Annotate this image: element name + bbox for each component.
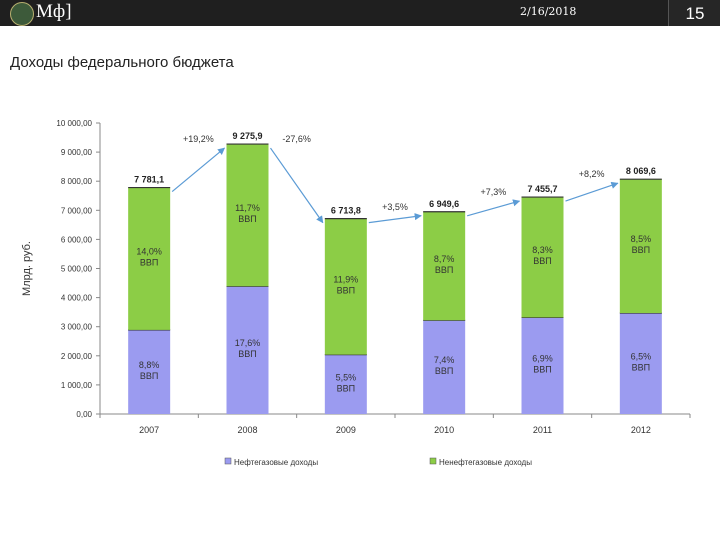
y-tick-label: 8 000,00 — [61, 177, 93, 186]
segment-label: 11,7% — [235, 203, 260, 213]
bar-segment — [521, 197, 564, 318]
y-tick-label: 10 000,00 — [56, 119, 92, 128]
segment-label: ВВП — [533, 256, 551, 266]
total-label: 6 713,8 — [331, 206, 361, 216]
segment-label: 8,8% — [139, 360, 160, 370]
y-tick-label: 6 000,00 — [61, 235, 93, 244]
bar-segment — [324, 218, 367, 355]
change-arrow — [171, 147, 226, 193]
y-tick-label: 0,00 — [76, 410, 92, 419]
x-tick-label: 2009 — [336, 425, 356, 435]
segment-label: 8,5% — [631, 234, 652, 244]
total-label: 9 275,9 — [232, 131, 262, 141]
total-label: 8 069,6 — [626, 166, 656, 176]
page-number: 15 — [685, 4, 705, 23]
segment-label: 17,6% — [235, 338, 261, 348]
total-label: 7 455,7 — [527, 184, 557, 194]
change-arrow — [467, 199, 521, 217]
slide-date: 2/16/2018 — [520, 5, 577, 18]
legend-label: Нефтегазовые доходы — [234, 458, 318, 467]
bar-segment — [128, 187, 171, 330]
segment-label: ВВП — [337, 383, 355, 393]
bar-segment — [619, 313, 662, 414]
change-label: -27,6% — [282, 134, 311, 144]
legend-swatch — [224, 457, 232, 465]
segment-label: 8,7% — [434, 254, 455, 264]
y-tick-label: 3 000,00 — [61, 323, 93, 332]
top-bar: Мф] 2/16/2018 15 — [0, 0, 720, 26]
segment-label: ВВП — [140, 258, 158, 268]
logo-text: Мф] — [36, 1, 72, 22]
bar-segment — [128, 329, 171, 414]
y-tick-label: 9 000,00 — [61, 148, 93, 157]
change-label: +7,3% — [480, 187, 506, 197]
y-tick-label: 5 000,00 — [61, 265, 93, 274]
total-label: 7 781,1 — [134, 175, 164, 185]
change-arrow — [565, 181, 619, 202]
y-tick-label: 1 000,00 — [61, 381, 93, 390]
change-label: +3,5% — [382, 202, 408, 212]
y-tick-label: 7 000,00 — [61, 206, 93, 215]
x-tick-label: 2012 — [631, 425, 651, 435]
segment-label: ВВП — [435, 265, 453, 275]
segment-label: ВВП — [435, 366, 453, 376]
legend-label: Ненефтегазовые доходы — [439, 458, 532, 467]
segment-label: ВВП — [337, 286, 355, 296]
segment-label: 8,3% — [532, 245, 553, 255]
segment-label: 5,5% — [336, 372, 357, 382]
legend-swatch — [429, 457, 437, 465]
x-tick-label: 2007 — [139, 425, 159, 435]
x-tick-label: 2011 — [533, 425, 552, 435]
change-label: +19,2% — [183, 134, 214, 144]
x-tick-label: 2010 — [434, 425, 454, 435]
x-tick-label: 2008 — [237, 425, 257, 435]
bar-segment — [324, 354, 367, 414]
segment-label: ВВП — [632, 363, 650, 373]
total-label: 6 949,6 — [429, 199, 459, 209]
y-tick-label: 2 000,00 — [61, 352, 93, 361]
segment-label: 6,9% — [532, 354, 553, 364]
bar-segment — [226, 144, 269, 287]
y-tick-label: 4 000,00 — [61, 294, 93, 303]
segment-label: 14,0% — [136, 247, 162, 257]
y-axis-title: Млрд. руб. — [21, 241, 33, 296]
segment-label: ВВП — [533, 365, 551, 375]
segment-label: 11,9% — [333, 275, 358, 285]
change-arrow — [270, 147, 324, 224]
bar-segment — [423, 211, 466, 321]
slide-title: Доходы федерального бюджета — [10, 54, 234, 71]
segment-label: 6,5% — [631, 352, 652, 362]
segment-label: 7,4% — [434, 355, 455, 365]
change-arrow — [368, 213, 422, 224]
segment-label: ВВП — [140, 371, 158, 381]
bar-segment — [619, 179, 662, 314]
segment-label: ВВП — [632, 245, 650, 255]
emblem-icon — [10, 2, 34, 26]
bar-segment — [226, 286, 269, 414]
bar-segment — [423, 320, 466, 414]
bar-segment — [521, 317, 564, 414]
change-label: +8,2% — [579, 169, 605, 179]
segment-label: ВВП — [238, 214, 256, 224]
page-number-box: 15 — [668, 0, 720, 26]
segment-label: ВВП — [238, 349, 256, 359]
